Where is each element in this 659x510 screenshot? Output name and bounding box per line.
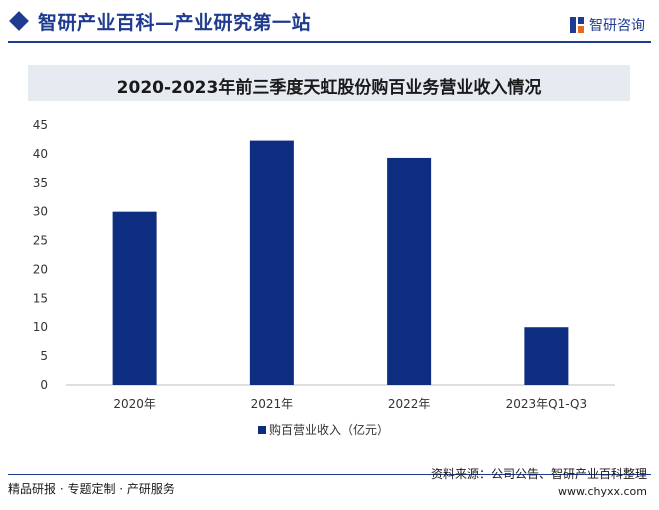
x-tick-label: 2021年 — [251, 397, 294, 411]
legend-swatch — [258, 426, 266, 434]
bars — [112, 140, 569, 385]
header: 智研产业百科—产业研究第一站 智研咨询 — [0, 0, 659, 52]
footer-divider — [8, 474, 651, 475]
x-tick-label: 2020年 — [113, 397, 156, 411]
y-tick-label: 25 — [33, 234, 48, 248]
bar — [112, 211, 157, 385]
x-tick-label: 2023年Q1-Q3 — [506, 397, 587, 411]
source-note: 资料来源：公司公告、智研产业百科整理 — [430, 467, 647, 481]
y-tick-label: 15 — [33, 291, 48, 305]
brand-logo: 智研咨询 — [569, 15, 645, 35]
y-tick-label: 30 — [33, 205, 48, 219]
y-axis-ticks: 0 5 10 15 20 25 30 35 40 45 — [33, 118, 48, 392]
y-tick-label: 0 — [40, 378, 48, 392]
y-tick-label: 45 — [33, 118, 48, 132]
bar — [387, 157, 432, 385]
site-title: 智研产业百科—产业研究第一站 — [38, 12, 312, 34]
footer-tagline: 精品研报 · 专题定制 · 产研服务 — [8, 482, 175, 496]
y-tick-label: 20 — [33, 262, 48, 276]
bar — [249, 140, 294, 385]
chart-title-band: 2020-2023年前三季度天虹股份购百业务营业收入情况 — [28, 65, 630, 101]
brand-name: 智研咨询 — [589, 18, 645, 34]
site-url[interactable]: www.chyxx.com — [557, 485, 647, 498]
y-tick-label: 35 — [33, 176, 48, 190]
y-tick-label: 10 — [33, 320, 48, 334]
legend-label: 购百营业收入（亿元） — [269, 422, 389, 437]
legend: 购百营业收入（亿元） — [258, 422, 389, 437]
y-tick-label: 5 — [40, 349, 48, 363]
x-axis-labels: 2020年 2021年 2022年 2023年Q1-Q3 — [113, 397, 587, 411]
brand-logo-icon — [570, 17, 584, 33]
footer-source: 资料来源：公司公告、智研产业百科整理 www.chyxx.com — [431, 465, 647, 498]
chart-title: 2020-2023年前三季度天虹股份购百业务营业收入情况 — [116, 78, 542, 98]
header-divider — [8, 41, 651, 43]
y-tick-label: 40 — [33, 147, 48, 161]
bar — [524, 327, 569, 385]
x-tick-label: 2022年 — [388, 397, 431, 411]
